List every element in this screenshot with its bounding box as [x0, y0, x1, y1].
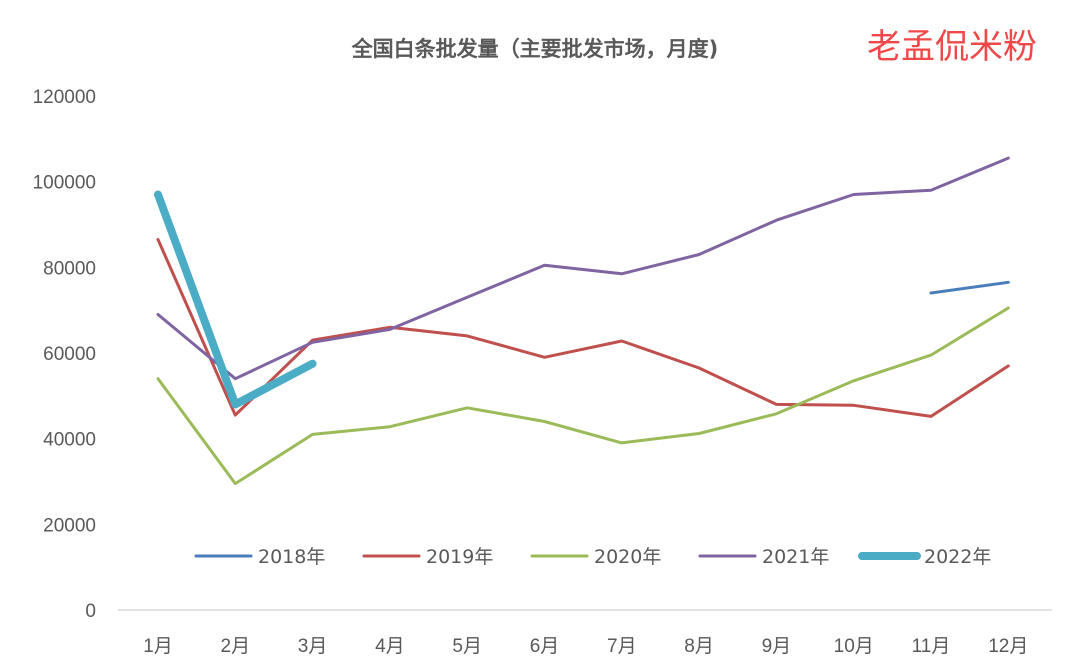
series-line [929, 280, 1010, 295]
y-tick-label: 0 [85, 601, 96, 622]
x-axis-tick-labels: 1月 2月 3月 4月 5月 6月 7月 8月 9月 10月 11月 12月 [143, 636, 1028, 657]
y-tick-label: 100000 [33, 173, 96, 194]
legend-label: 2019年 [426, 546, 493, 568]
x-tick-label: 5月 [452, 636, 482, 657]
x-tick-label: 4月 [375, 636, 405, 657]
series-line [154, 190, 317, 409]
legend-label: 2018年 [258, 546, 325, 568]
x-tick-label: 11月 [912, 636, 951, 657]
chart-title: 全国白条批发量（主要批发市场，月度) [351, 37, 719, 61]
x-tick-label: 1月 [143, 636, 173, 657]
y-axis-tick-labels: 0 20000 40000 60000 80000 100000 120000 [33, 87, 96, 622]
y-tick-label: 60000 [43, 344, 96, 365]
legend-label: 2020年 [594, 546, 661, 568]
x-tick-label: 6月 [530, 636, 560, 657]
x-tick-label: 8月 [684, 636, 714, 657]
series-lines [154, 156, 1010, 486]
x-tick-label: 7月 [607, 636, 637, 657]
y-tick-label: 20000 [43, 515, 96, 536]
x-tick-label: 3月 [298, 636, 328, 657]
watermark-text: 老孟侃米粉 [867, 27, 1037, 67]
series-line [156, 306, 1010, 486]
legend-label: 2021年 [762, 546, 829, 568]
y-tick-label: 120000 [33, 87, 96, 108]
x-tick-label: 12月 [988, 636, 1028, 657]
x-tick-label: 10月 [834, 636, 874, 657]
x-tick-label: 9月 [762, 636, 792, 657]
series-line [156, 238, 1010, 418]
y-tick-label: 80000 [43, 258, 96, 279]
legend-label: 2022年 [924, 546, 991, 568]
x-tick-label: 2月 [221, 636, 251, 657]
legend: 2018年 2019年 2020年 2021年 2022年 [194, 546, 991, 568]
series-line [156, 156, 1010, 381]
y-tick-label: 40000 [43, 430, 96, 451]
